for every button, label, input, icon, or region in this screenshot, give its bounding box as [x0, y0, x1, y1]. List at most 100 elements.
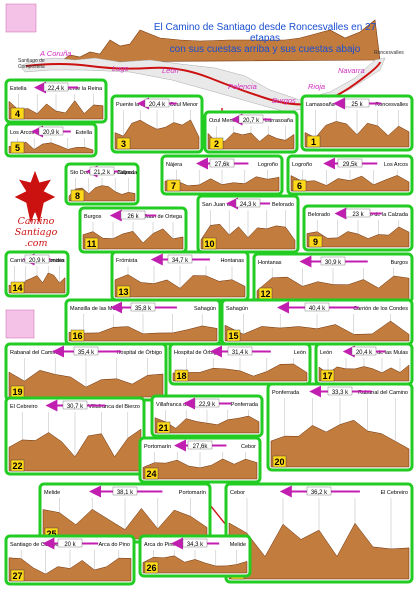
stage-number-badge [166, 179, 181, 192]
map-start-label: Santiago de Compostela [18, 58, 45, 70]
distance-badge [345, 208, 371, 218]
stage-distance: 20 k [64, 542, 76, 548]
stage-number: 25 [46, 529, 56, 539]
stage-number-badge [10, 569, 25, 582]
stage-from-label: Burgos [84, 214, 102, 220]
stage-number-badge [10, 107, 25, 120]
stage-number: 14 [12, 283, 22, 293]
elevation-profile [8, 428, 142, 472]
stage-distance: 26 k [127, 214, 139, 220]
stage-panel-13: Frómista Hontanas 34,7 k 13 [110, 250, 250, 302]
stage-to-label: Hospital de Órbigo [116, 349, 162, 356]
distance-badge [57, 538, 83, 548]
stage-from-label: Ozul Menor [209, 118, 238, 124]
stage-from-label: Frómista [116, 258, 138, 264]
logo-text-4: .com [24, 238, 48, 249]
stage-from-label: Sahagún [226, 306, 248, 312]
stage-number: 12 [260, 289, 270, 299]
stage-from-label: León [320, 350, 332, 356]
distance-badge [62, 400, 88, 410]
stage-from-label: Belorado [308, 212, 330, 218]
stage-distance: 20,4 k [149, 102, 166, 108]
stage-distance: 20,4 k [356, 350, 373, 356]
stage-from-label: El Cebreiro [10, 404, 38, 410]
stage-from-label: Puente la Reina [116, 102, 156, 108]
stage-to-label: Cebor [241, 444, 256, 450]
region-label-lugo: Lugo [112, 64, 129, 73]
stage-panel-22: El Cebreiro Villafranca del Bierzo 30,7 k 2… [4, 396, 146, 476]
stage-to-label: Melide [230, 542, 246, 548]
stage-number: 4 [15, 109, 20, 119]
logo-text-3: Santiago [14, 227, 58, 238]
stage-panel-15: Sahagún Carrión de los Condes 40,4 k 15 [220, 298, 414, 346]
distance-badge [120, 210, 146, 220]
stage-number: 16 [72, 331, 82, 341]
stage-to-label: Los Arcos [384, 162, 408, 168]
stage-number-badge [10, 141, 25, 154]
distance-badge [130, 302, 156, 312]
distance-badge [351, 346, 377, 356]
stage-to-label: Sto Domingo de la Calzada [341, 212, 409, 218]
distance-badge [304, 302, 330, 312]
stage-panel-6: Logroño Los Arcos 29,5k 6 [286, 154, 414, 196]
stage-to-label: El Cebreiro [380, 490, 408, 496]
stage-number-badge [10, 281, 25, 294]
stage-panel-12: Hontanas Burgos 30,9 k 12 [252, 252, 414, 304]
stage-to-label: Mansilla de las Mulas [355, 350, 408, 356]
stage-to-label: Logroño [258, 162, 278, 168]
stage-number: 24 [146, 469, 156, 479]
stage-from-label: Hontanas [258, 260, 282, 266]
stage-distance: 20,9 k [29, 258, 46, 264]
distance-badge [167, 254, 193, 264]
stage-to-label: Portomarín [179, 490, 206, 496]
stage-to-label: Puente la Reina [63, 86, 103, 92]
santiago-cross-icon [14, 170, 56, 224]
stage-panel-19: Rabanal del Camino Hospital de Órbigo 35,4… [4, 342, 168, 402]
stage-distance: 22,4 k [48, 86, 65, 92]
elevation-profile [8, 557, 132, 582]
stage-from-label: Lamasoaña [306, 102, 336, 108]
region-label-burgos: Burgos [272, 96, 296, 105]
region-label-palencia: Palencia [228, 82, 257, 91]
stage-from-label: Cebor [230, 490, 245, 496]
map-end-label: Roncesvalles [374, 50, 404, 56]
stage-panel-26: Arca do Pino Melide 34,3 k 26 [138, 534, 252, 578]
stage-number: 7 [171, 181, 176, 191]
legend [5, 3, 37, 339]
region-label-acoruna: A Coruña [40, 49, 72, 58]
stage-distance: 29,5k [343, 162, 359, 168]
stage-panel-21: Villafranca del Bierzo Ponferrada 22,9 k 21 [150, 394, 264, 438]
elevation-profile [114, 119, 200, 150]
stage-to-label: Burgos [391, 260, 409, 266]
distance-badge [112, 486, 138, 496]
stage-number: 15 [228, 331, 238, 341]
poster-title: El Camino de Santiago desde Roncesvalles… [150, 22, 380, 55]
elevation-profile [142, 555, 248, 574]
stage-number: 18 [176, 371, 186, 381]
title-line-2: con sus cuestas arriba y sus cuestas aba… [169, 44, 361, 55]
stage-number: 1 [311, 137, 316, 147]
stage-number: 22 [12, 461, 22, 471]
stage-panel-24: Portomarín Cebor 27,6k 24 [138, 436, 262, 484]
stage-panel-5: Los Arcos Estella 20,9 k 5 [4, 122, 98, 158]
distance-badge [235, 198, 261, 208]
stage-panel-2: Ozul Menor Larrasoaña 20,7 k 2 [203, 110, 299, 154]
stage-number-badge [308, 235, 323, 248]
elevation-profile [8, 370, 164, 398]
stage-to-label: Roncesvalles [375, 102, 408, 108]
distance-badge [89, 166, 115, 176]
elevation-profile [200, 223, 296, 250]
stage-number-badge [272, 455, 287, 468]
stage-number-badge [156, 421, 171, 434]
distance-badge [320, 256, 346, 266]
distance-badge [209, 158, 235, 168]
stage-distance: 25 k [351, 102, 363, 108]
stage-to-label: Carrión de los Condes [353, 306, 408, 312]
distance-badge [194, 398, 220, 408]
stage-distance: 21,2 k [94, 170, 111, 176]
stage-number-badge [320, 369, 335, 382]
stage-number: 21 [158, 423, 168, 433]
